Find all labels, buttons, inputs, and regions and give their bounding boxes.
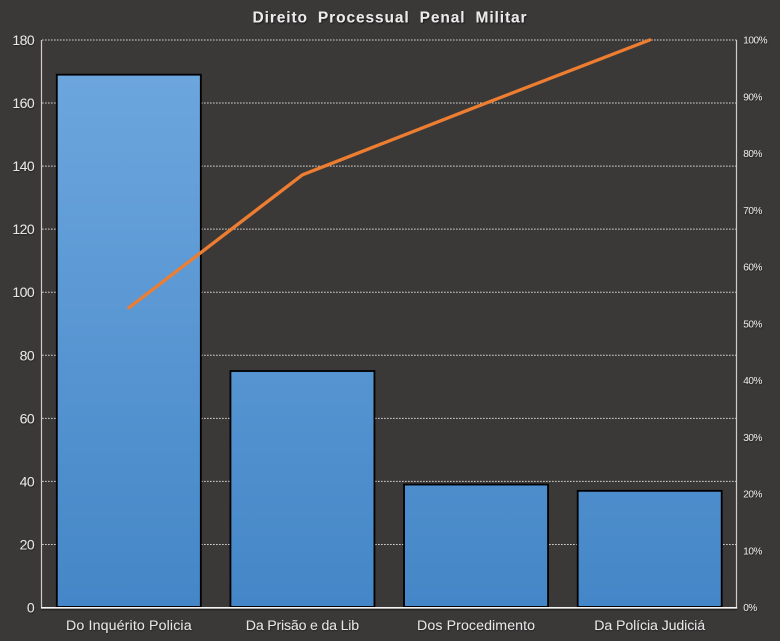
svg-text:50%: 50% xyxy=(743,319,762,330)
svg-text:180: 180 xyxy=(12,32,35,48)
svg-text:10%: 10% xyxy=(743,546,762,557)
svg-text:100: 100 xyxy=(12,284,35,300)
svg-text:Da Prisão e da Lib: Da Prisão e da Lib xyxy=(246,618,359,634)
svg-text:140: 140 xyxy=(12,158,35,174)
svg-text:160: 160 xyxy=(12,95,35,111)
svg-text:Direito Processual Penal Milit: Direito Processual Penal Militar xyxy=(253,10,528,27)
svg-text:Dos Procedimento: Dos Procedimento xyxy=(417,618,535,634)
svg-text:120: 120 xyxy=(12,221,35,237)
svg-text:80%: 80% xyxy=(743,149,762,160)
svg-text:20%: 20% xyxy=(743,490,762,501)
svg-text:30%: 30% xyxy=(743,433,762,444)
svg-text:20: 20 xyxy=(20,536,35,552)
svg-text:Do Inquérito Policia: Do Inquérito Policia xyxy=(66,618,192,634)
svg-text:0: 0 xyxy=(27,600,35,616)
svg-text:40%: 40% xyxy=(743,376,762,387)
svg-text:40: 40 xyxy=(20,473,35,489)
svg-text:Da Polícia Judiciá: Da Polícia Judiciá xyxy=(594,618,705,634)
svg-text:90%: 90% xyxy=(743,92,762,103)
svg-text:60%: 60% xyxy=(743,263,762,274)
svg-text:0%: 0% xyxy=(743,603,757,614)
svg-text:60: 60 xyxy=(20,410,35,426)
svg-text:70%: 70% xyxy=(743,206,762,217)
svg-text:80: 80 xyxy=(20,347,35,363)
svg-text:100%: 100% xyxy=(743,36,767,47)
